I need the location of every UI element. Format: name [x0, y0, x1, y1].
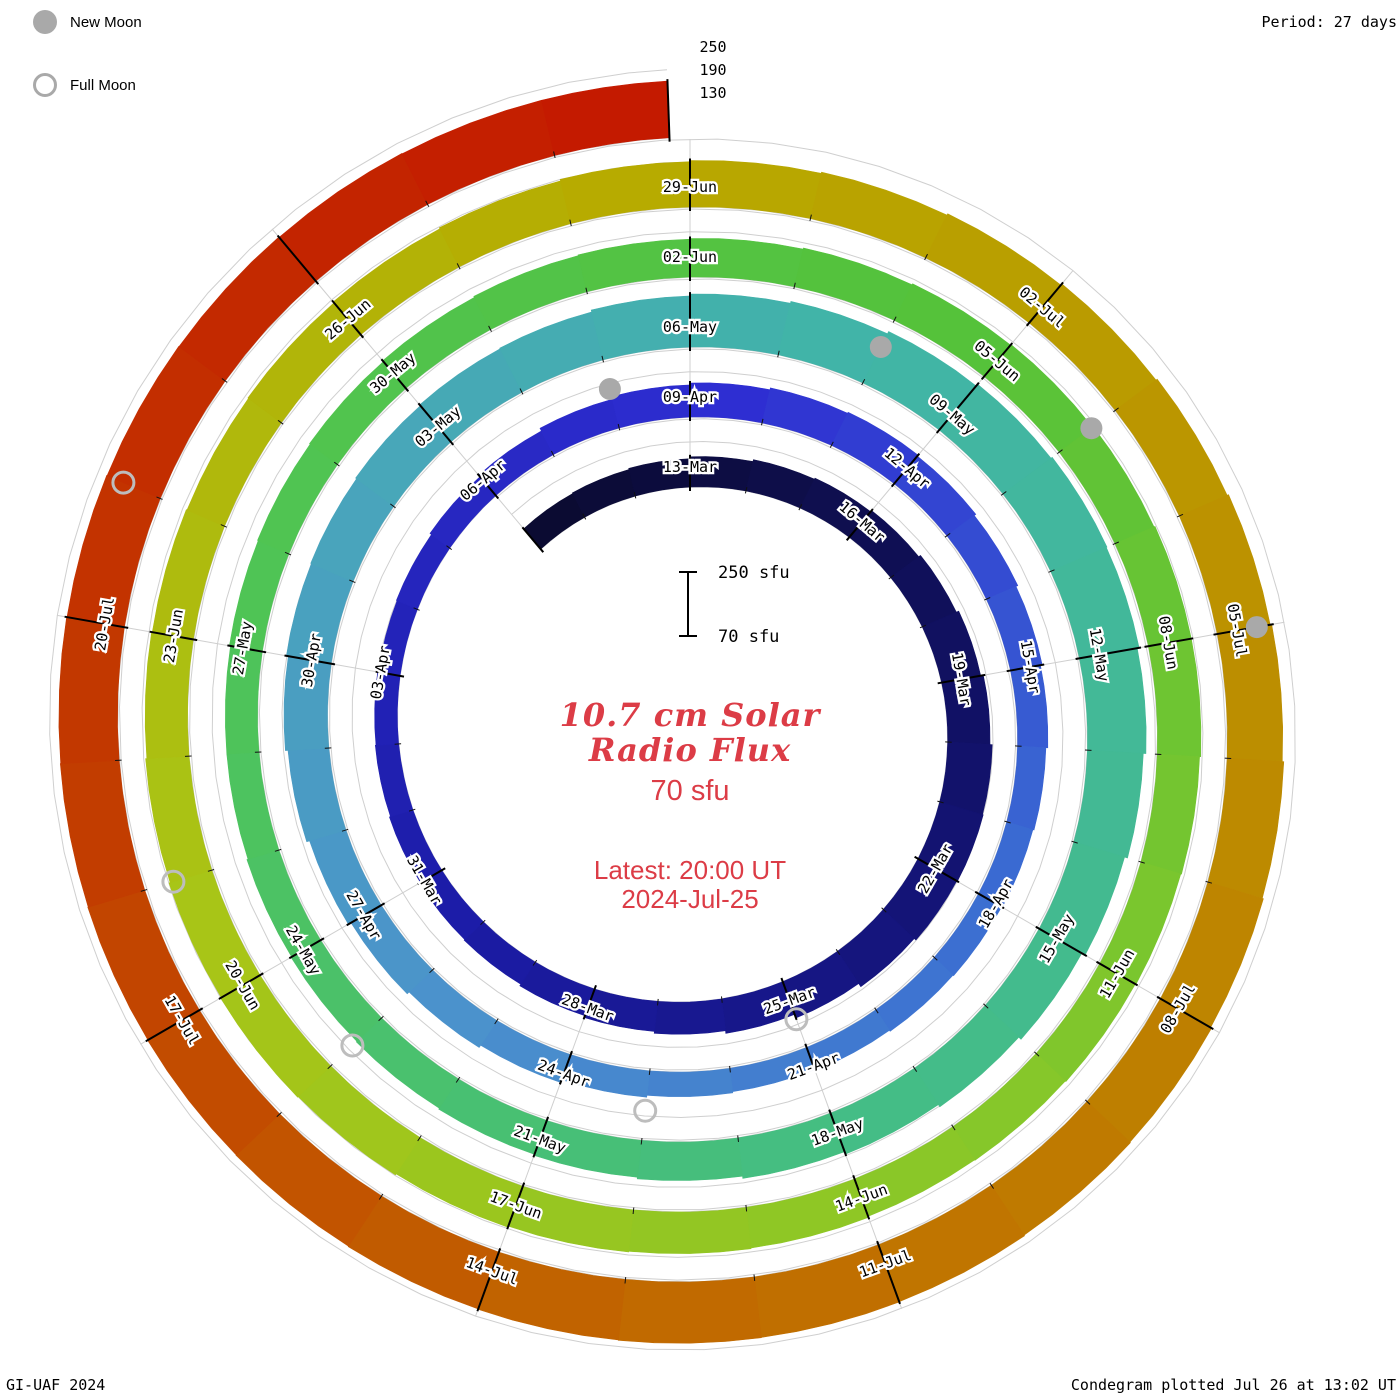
new-moon-marker: [598, 378, 621, 400]
date-label: 02-Jun: [663, 248, 717, 266]
full-moon-icon: [33, 73, 57, 97]
full-moon-marker: [161, 869, 186, 894]
new-moon-marker: [1080, 417, 1103, 440]
legend-label-new-moon: New Moon: [70, 14, 142, 31]
scale-bar: [687, 572, 689, 636]
radial-axis-label-190: 190: [699, 61, 727, 79]
chart-title-line2: Radio Flux: [588, 731, 792, 769]
date-label: 06-May: [663, 318, 717, 336]
baseline-flux-label: 70 sfu: [650, 775, 730, 807]
radial-axis-labels: 250 190 130: [690, 36, 736, 105]
date-label: 13-Mar: [663, 458, 717, 476]
period-label: Period: 27 days: [1261, 13, 1397, 31]
scale-bar-min-label: 70 sfu: [718, 627, 780, 647]
radial-axis-label-130: 130: [699, 84, 727, 102]
date-label: 09-Apr: [663, 388, 717, 406]
date-label: 23-Jun: [160, 608, 187, 664]
plotted-timestamp: Condegram plotted Jul 26 at 13:02 UT: [1070, 1376, 1396, 1394]
credit-label: GI-UAF 2024: [6, 1376, 106, 1394]
scale-bar-top-cap: [679, 571, 697, 573]
latest-time-label: Latest: 20:00 UT: [593, 855, 787, 885]
full-moon-marker: [784, 1007, 809, 1032]
moon-markers: [111, 336, 1268, 1123]
scale-bar-bottom-cap: [679, 635, 697, 637]
new-moon-marker: [869, 336, 892, 358]
new-moon-icon: [33, 10, 57, 34]
full-moon-marker: [340, 1033, 365, 1058]
full-moon-marker: [633, 1098, 658, 1123]
new-moon-marker: [1245, 616, 1268, 639]
full-moon-marker: [111, 470, 136, 495]
radial-axis-label-250: 250: [699, 38, 727, 56]
scale-bar-max-label: 250 sfu: [718, 563, 790, 583]
latest-date-label: 2024-Jul-25: [621, 884, 759, 914]
legend-label-full-moon: Full Moon: [70, 77, 136, 94]
chart-title-line1: 10.7 cm Solar: [559, 696, 821, 734]
date-label: 29-Jun: [663, 178, 717, 196]
